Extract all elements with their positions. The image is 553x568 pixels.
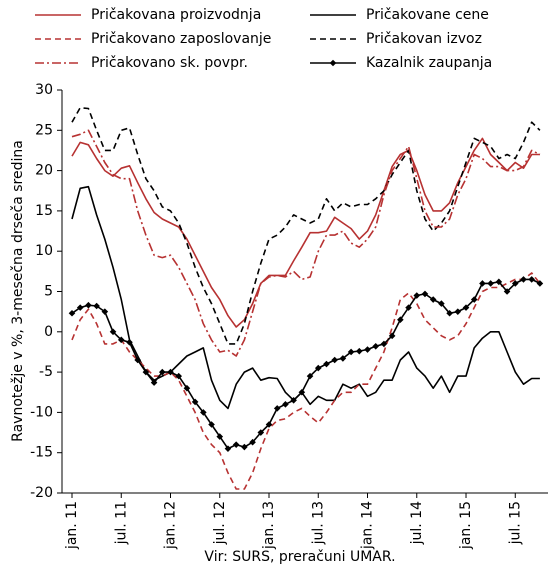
data-point bbox=[470, 296, 478, 303]
y-tick-label: 20 bbox=[35, 163, 53, 179]
legend-label: Pričakovano zaposlovanje bbox=[91, 31, 271, 47]
data-point bbox=[183, 384, 191, 392]
data-point bbox=[134, 356, 141, 364]
data-point bbox=[241, 443, 248, 451]
legend-label: Kazalnik zaupanja bbox=[366, 55, 492, 71]
data-point bbox=[364, 346, 371, 353]
y-tick-label: 0 bbox=[44, 324, 53, 340]
data-point bbox=[200, 409, 207, 416]
legend-marker bbox=[329, 59, 337, 67]
data-point bbox=[85, 301, 92, 309]
legend-label: Pričakovano sk. povpr. bbox=[91, 55, 248, 71]
data-point bbox=[232, 441, 240, 448]
data-point bbox=[380, 340, 388, 348]
data-point bbox=[224, 445, 232, 452]
data-point bbox=[446, 309, 453, 317]
x-tick-label: jan. 12 bbox=[163, 501, 179, 550]
data-point bbox=[208, 421, 215, 428]
data-point bbox=[216, 433, 224, 440]
data-point bbox=[290, 397, 297, 404]
y-tick-label: -20 bbox=[30, 485, 53, 501]
data-point bbox=[175, 372, 183, 380]
x-tick-label: jul. 12 bbox=[212, 501, 228, 545]
data-point bbox=[462, 304, 470, 311]
y-tick-label: -5 bbox=[39, 364, 53, 380]
x-tick-label: jan. 14 bbox=[360, 501, 376, 550]
data-point bbox=[438, 300, 445, 307]
x-tick-label: jan. 11 bbox=[64, 501, 80, 550]
y-tick-label: 25 bbox=[35, 122, 53, 138]
legend-label: Pričakovana proizvodnja bbox=[91, 7, 261, 23]
series-line bbox=[71, 272, 541, 490]
series-line bbox=[71, 278, 541, 450]
x-tick-label: jan. 13 bbox=[261, 501, 277, 550]
data-point bbox=[339, 355, 347, 362]
x-tick-label: jan. 15 bbox=[458, 501, 474, 550]
data-point bbox=[142, 368, 150, 376]
series-line bbox=[71, 185, 540, 410]
data-point bbox=[273, 405, 281, 412]
data-point bbox=[314, 364, 322, 372]
data-point bbox=[520, 276, 527, 283]
data-point bbox=[101, 308, 109, 315]
data-point bbox=[331, 356, 338, 364]
data-point bbox=[528, 276, 535, 283]
data-point bbox=[479, 280, 486, 287]
x-tick-label: jul. 11 bbox=[113, 501, 129, 545]
data-point bbox=[109, 328, 117, 336]
data-point bbox=[68, 309, 76, 317]
data-point bbox=[93, 302, 100, 310]
source-note: Vir: SURS, preračuni UMAR. bbox=[204, 549, 395, 565]
data-point bbox=[503, 288, 511, 295]
data-point bbox=[158, 368, 166, 376]
data-point bbox=[356, 347, 363, 355]
data-point bbox=[487, 280, 494, 287]
data-point bbox=[421, 290, 429, 298]
data-point bbox=[323, 360, 330, 368]
y-tick-label: 5 bbox=[44, 284, 53, 300]
data-point bbox=[265, 421, 273, 428]
data-point bbox=[167, 368, 174, 376]
data-point bbox=[405, 304, 412, 311]
data-point bbox=[282, 401, 289, 408]
data-point bbox=[257, 429, 265, 436]
data-point bbox=[388, 332, 396, 340]
data-point bbox=[249, 438, 256, 446]
x-tick-label: jul. 13 bbox=[310, 501, 326, 545]
data-point bbox=[126, 338, 133, 346]
data-point bbox=[306, 372, 314, 380]
data-point bbox=[372, 343, 380, 350]
data-point bbox=[347, 348, 355, 356]
y-tick-label: 10 bbox=[35, 243, 53, 259]
data-point bbox=[76, 304, 84, 311]
data-point bbox=[511, 280, 519, 287]
data-point bbox=[495, 278, 503, 286]
series-line bbox=[71, 129, 541, 357]
y-axis-label: Ravnotežje v %, 3-mesečna drseča sredina bbox=[10, 140, 26, 442]
data-point bbox=[397, 316, 404, 324]
data-point bbox=[413, 292, 421, 299]
data-point bbox=[429, 296, 437, 303]
data-point bbox=[150, 379, 158, 386]
legend-label: Pričakovan izvoz bbox=[366, 31, 482, 47]
data-point bbox=[298, 388, 306, 396]
data-point bbox=[191, 398, 199, 406]
y-tick-label: -10 bbox=[30, 404, 53, 420]
y-tick-label: 15 bbox=[35, 203, 53, 219]
y-tick-label: -15 bbox=[30, 445, 53, 461]
x-tick-label: jul. 15 bbox=[507, 501, 523, 545]
data-point bbox=[536, 280, 544, 287]
y-tick-label: 30 bbox=[35, 82, 53, 98]
legend-label: Pričakovane cene bbox=[366, 7, 489, 23]
data-point bbox=[117, 336, 125, 344]
series-line bbox=[71, 106, 541, 345]
x-tick-label: jul. 14 bbox=[409, 501, 425, 545]
data-point bbox=[454, 308, 462, 315]
